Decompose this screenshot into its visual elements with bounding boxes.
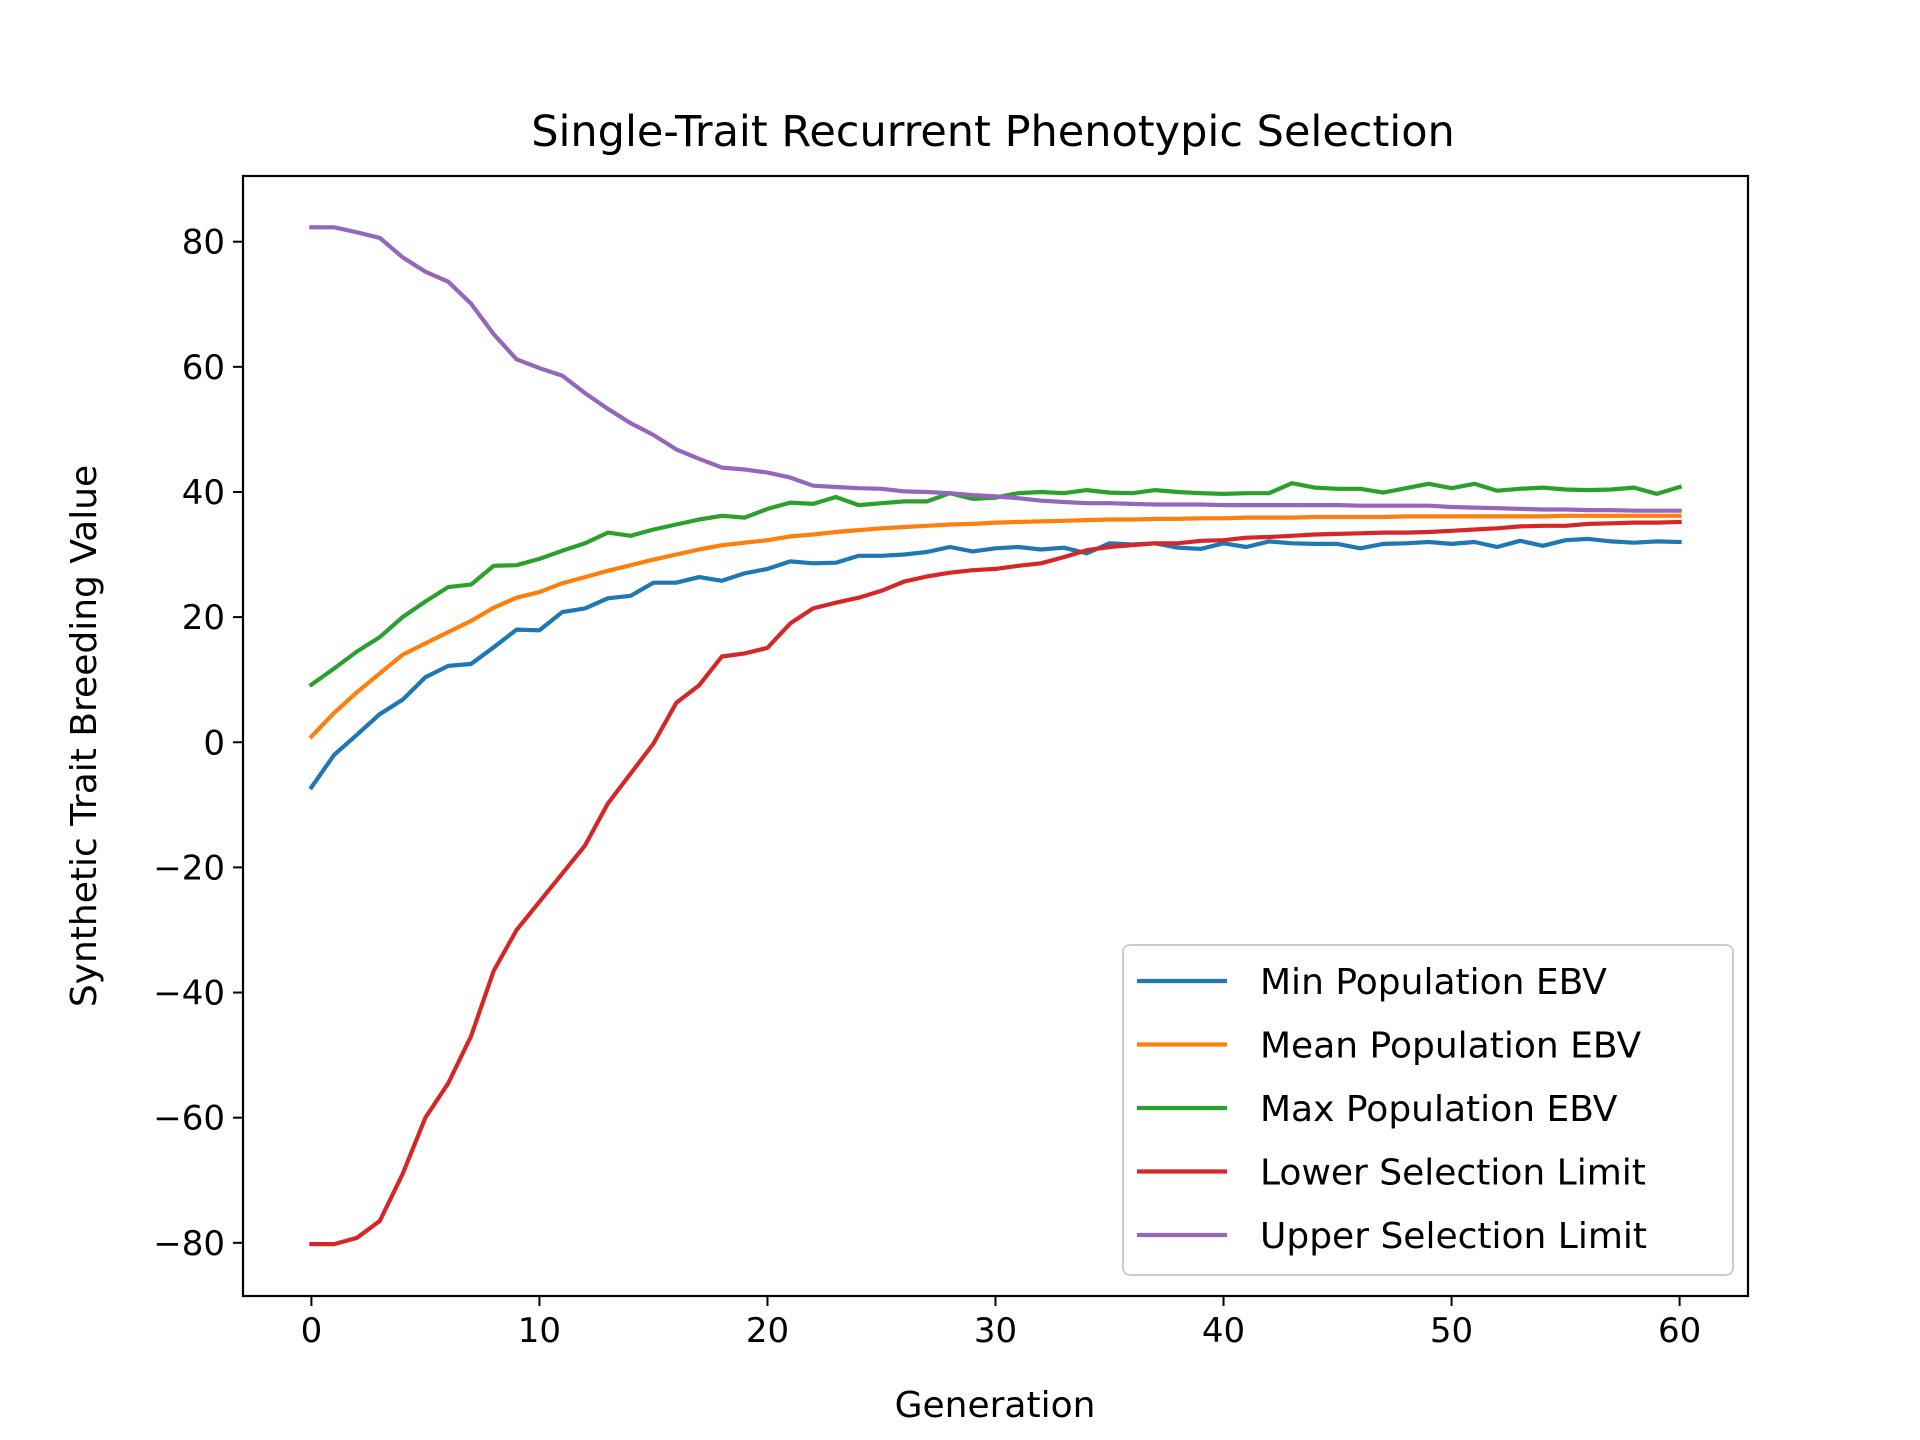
x-tick-label: 30	[974, 1311, 1017, 1351]
plot-series	[308, 225, 1683, 1247]
legend-label-upper-selection-limit: Upper Selection Limit	[1260, 1216, 1647, 1257]
x-tick-label: 10	[518, 1311, 561, 1351]
legend-box	[1122, 944, 1734, 1276]
y-axis: −80 −60 −40 −20 0 20 40 60 80	[153, 223, 243, 1264]
x-tick-label: 40	[1202, 1311, 1245, 1351]
x-tick-label: 0	[301, 1311, 323, 1351]
y-tick-label: −60	[153, 1099, 225, 1139]
y-tick-label: 20	[182, 598, 225, 638]
series-line-mean-population-ebv	[308, 513, 1682, 740]
series-line-upper-selection-limit	[309, 225, 1682, 513]
x-tick-label: 60	[1658, 1311, 1701, 1351]
y-tick-label: −80	[153, 1224, 225, 1264]
x-tick-label: 50	[1430, 1311, 1473, 1351]
y-tick-label: −20	[153, 848, 225, 888]
legend-label-lower-selection-limit: Lower Selection Limit	[1260, 1153, 1646, 1194]
y-tick-label: 80	[182, 223, 225, 263]
y-tick-label: 60	[182, 348, 225, 388]
legend: Min Population EBV Mean Population EBV Max…	[1122, 944, 1734, 1276]
legend-label-min-population-ebv: Min Population EBV	[1260, 962, 1607, 1003]
legend-label-max-population-ebv: Max Population EBV	[1260, 1089, 1618, 1130]
y-tick-label: 0	[203, 723, 225, 763]
x-axis: 0 10 20 30 40 50 60	[301, 1296, 1701, 1351]
y-axis-label: Synthetic Trait Breeding Value	[64, 465, 105, 1007]
series-line-min-population-ebv	[308, 536, 1682, 791]
chart-title: Single-Trait Recurrent Phenotypic Select…	[531, 107, 1455, 157]
x-axis-label: Generation	[895, 1385, 1096, 1426]
series-line-lower-selection-limit	[309, 519, 1682, 1247]
x-tick-label: 20	[746, 1311, 789, 1351]
y-tick-label: 40	[182, 473, 225, 513]
legend-label-mean-population-ebv: Mean Population EBV	[1260, 1026, 1641, 1067]
y-tick-label: −40	[153, 974, 225, 1014]
